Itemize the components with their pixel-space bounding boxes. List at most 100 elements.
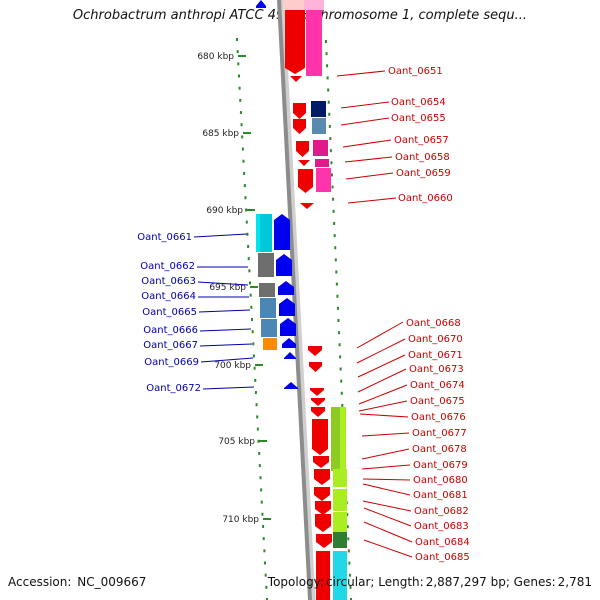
gene-label[interactable]: Oant_0667 bbox=[143, 340, 198, 351]
tick-dot bbox=[248, 269, 251, 273]
tick-dot bbox=[328, 112, 331, 116]
tick-dot bbox=[341, 403, 344, 407]
pink-feature-block bbox=[306, 10, 322, 76]
gene-label[interactable]: Oant_0664 bbox=[141, 291, 196, 302]
gene-arrow-forward bbox=[313, 456, 329, 468]
tick-dot bbox=[329, 137, 332, 141]
gene-arrow-reverse bbox=[274, 214, 290, 250]
tick-dot bbox=[348, 573, 351, 577]
gene-arrow-forward bbox=[296, 141, 309, 157]
label-leader-line bbox=[336, 70, 386, 77]
gene-arrow-reverse bbox=[279, 298, 295, 316]
tick-dot bbox=[264, 573, 267, 577]
tick-dot bbox=[340, 391, 343, 395]
gene-label[interactable]: Oant_0682 bbox=[414, 506, 469, 517]
gene-label[interactable]: Oant_0671 bbox=[408, 350, 463, 361]
tick-dot bbox=[239, 111, 242, 115]
gene-label[interactable]: Oant_0669 bbox=[144, 357, 199, 368]
gene-label[interactable]: Oant_0678 bbox=[412, 444, 467, 455]
gene-label[interactable]: Oant_0681 bbox=[413, 490, 468, 501]
gene-block-top-partial bbox=[304, 0, 324, 10]
tick-dot bbox=[332, 209, 335, 213]
gene-label[interactable]: Oant_0676 bbox=[411, 412, 466, 423]
gene-block-forward bbox=[316, 551, 330, 600]
tick-dot bbox=[349, 585, 352, 589]
tick-dot bbox=[254, 378, 257, 382]
pink-feature-block bbox=[313, 140, 328, 156]
cyan-feature-block bbox=[260, 214, 272, 252]
gene-arrow-forward bbox=[308, 346, 322, 356]
gene-label[interactable]: Oant_0659 bbox=[396, 168, 451, 179]
gene-label[interactable]: Oant_0677 bbox=[412, 428, 467, 439]
tick-dot bbox=[259, 476, 262, 480]
gene-label[interactable]: Oant_0666 bbox=[143, 325, 198, 336]
tick-dot bbox=[262, 524, 265, 528]
gene-label[interactable]: Oant_0685 bbox=[415, 552, 470, 563]
label-leader-line bbox=[362, 478, 411, 481]
gene-labels[interactable]: Oant_0651 Oant_0654 Oant_0655 Oant_0657 Oant… bbox=[137, 66, 469, 563]
label-leader-line bbox=[347, 197, 397, 204]
gene-label[interactable]: Oant_0663 bbox=[141, 276, 196, 287]
steelblue-feature-block bbox=[261, 319, 277, 337]
tick-dot bbox=[326, 76, 329, 80]
tick-dot bbox=[327, 100, 330, 104]
gene-label[interactable]: Oant_0674 bbox=[410, 380, 465, 391]
gene-arrow-reverse bbox=[284, 352, 296, 359]
tick-dot bbox=[262, 537, 265, 541]
label-leader-line bbox=[344, 156, 393, 163]
tick-dot bbox=[350, 598, 352, 600]
feature-blocks bbox=[256, 0, 347, 600]
gene-arrow-forward bbox=[290, 76, 302, 82]
gene-label[interactable]: Oant_0670 bbox=[408, 334, 463, 345]
genes-count-value: 2,781 bbox=[557, 575, 592, 589]
label-leader-line bbox=[362, 483, 411, 496]
tick-dot bbox=[254, 391, 257, 395]
tick-dot bbox=[330, 173, 333, 177]
gene-arrow-forward bbox=[298, 160, 310, 166]
gene-label[interactable]: Oant_0672 bbox=[146, 383, 201, 394]
tick-dot bbox=[335, 282, 338, 286]
tick-dot bbox=[251, 330, 254, 334]
gene-label[interactable]: Oant_0675 bbox=[410, 396, 465, 407]
gene-label[interactable]: Oant_0660 bbox=[398, 193, 453, 204]
scale-tick-label: 700 kbp bbox=[214, 361, 251, 371]
tick-dot bbox=[237, 74, 240, 78]
gene-label[interactable]: Oant_0654 bbox=[391, 97, 446, 108]
label-leader-lines bbox=[193, 70, 413, 558]
tick-dot bbox=[265, 585, 268, 589]
gene-label[interactable]: Oant_0680 bbox=[413, 475, 468, 486]
grey-feature-block bbox=[259, 283, 275, 297]
label-leader-line bbox=[340, 117, 390, 126]
gene-label[interactable]: Oant_0684 bbox=[415, 537, 470, 548]
tick-dot bbox=[340, 379, 343, 383]
scale-tick-label: 685 kbp bbox=[202, 129, 239, 139]
tick-dot bbox=[346, 525, 349, 529]
label-leader-line bbox=[342, 139, 392, 148]
tick-dot bbox=[260, 488, 263, 492]
label-leader-line bbox=[362, 500, 412, 512]
label-leader-line bbox=[363, 521, 413, 543]
gene-label[interactable]: Oant_0683 bbox=[414, 521, 469, 532]
gene-label[interactable]: Oant_0679 bbox=[413, 460, 468, 471]
gene-arrow-forward bbox=[315, 501, 331, 515]
gene-label[interactable]: Oant_0662 bbox=[140, 261, 195, 272]
scale-tick-label: 695 kbp bbox=[209, 283, 246, 293]
gene-label[interactable]: Oant_0657 bbox=[394, 135, 449, 146]
gene-label[interactable]: Oant_0665 bbox=[142, 307, 197, 318]
tick-dot bbox=[335, 270, 338, 274]
gene-label[interactable]: Oant_0661 bbox=[137, 232, 192, 243]
gene-label[interactable]: Oant_0658 bbox=[395, 152, 450, 163]
gene-label[interactable]: Oant_0668 bbox=[406, 318, 461, 329]
lime-feature-block bbox=[333, 512, 347, 532]
tick-dot bbox=[252, 354, 255, 358]
gene-arrow-reverse bbox=[280, 318, 296, 336]
tick-dot bbox=[325, 52, 328, 56]
tick-dot bbox=[252, 342, 255, 346]
gene-arrow-forward bbox=[311, 407, 325, 417]
gene-label[interactable]: Oant_0673 bbox=[409, 364, 464, 375]
tick-dot bbox=[327, 88, 330, 92]
tick-dot bbox=[246, 232, 249, 236]
gene-label[interactable]: Oant_0655 bbox=[391, 113, 446, 124]
gene-label[interactable]: Oant_0651 bbox=[388, 66, 443, 77]
